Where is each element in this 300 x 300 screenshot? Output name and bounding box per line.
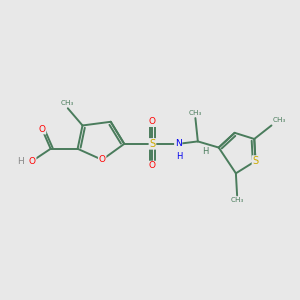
Text: O: O	[29, 157, 36, 166]
Text: H: H	[18, 157, 24, 166]
Text: O: O	[99, 155, 106, 164]
Text: S: S	[252, 156, 259, 166]
Text: O: O	[149, 117, 156, 126]
Text: S: S	[149, 139, 155, 149]
Text: CH₃: CH₃	[230, 197, 244, 203]
Text: H: H	[202, 147, 208, 156]
Text: O: O	[149, 161, 156, 170]
Text: CH₃: CH₃	[61, 100, 74, 106]
Text: O: O	[38, 124, 46, 134]
Text: CH₃: CH₃	[189, 110, 202, 116]
Text: CH₃: CH₃	[273, 118, 286, 124]
Text: N: N	[175, 140, 181, 148]
Text: H: H	[176, 152, 182, 161]
